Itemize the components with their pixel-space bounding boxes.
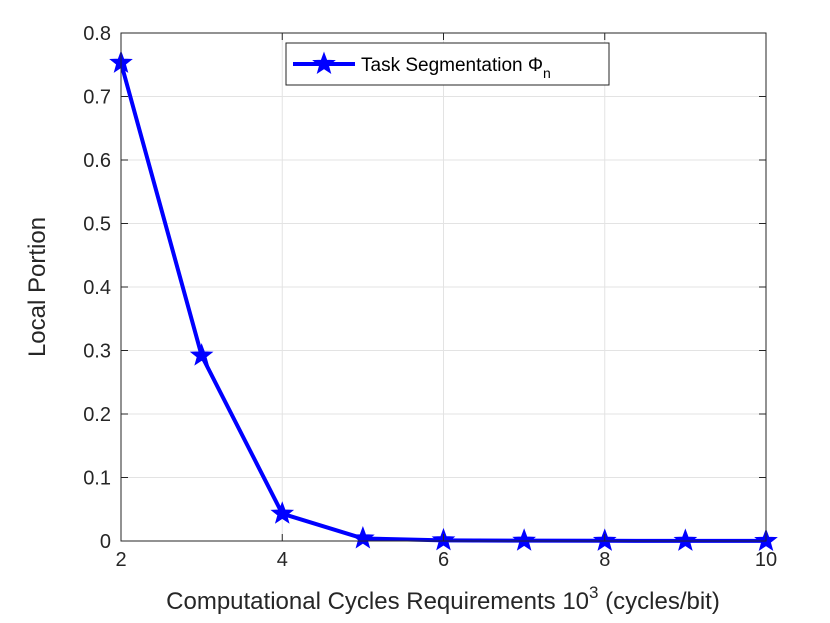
y-tick-label: 0.5	[83, 214, 111, 236]
y-tick-label: 0.7	[83, 87, 111, 109]
x-tick-label: 10	[755, 549, 777, 571]
data-point-star	[270, 501, 295, 524]
y-tick-label: 0.8	[83, 23, 111, 45]
x-axis-label-exponent: 3	[589, 583, 598, 602]
y-tick-label: 0	[100, 531, 111, 553]
x-axis-label-units: (cycles/bit)	[598, 588, 719, 615]
data-point-star	[189, 343, 214, 366]
x-tick-label: 6	[438, 549, 449, 571]
x-tick-label: 4	[277, 549, 288, 571]
data-point-star	[351, 526, 375, 549]
y-tick-label: 0.4	[83, 277, 111, 299]
legend-entry-label: Task Segmentation Φ	[361, 55, 543, 76]
y-tick-label: 0.6	[83, 150, 111, 172]
axis-ticks: 2 4 6 8 10 0 0.1 0.2 0.3 0.4 0.5 0.6 0.7 0.8	[83, 23, 777, 571]
x-tick-label: 2	[115, 549, 126, 571]
legend: Task Segmentation Φn	[285, 42, 610, 86]
legend-entry-text: Task Segmentation Φn	[361, 55, 551, 81]
y-tick-label: 0.1	[83, 468, 111, 490]
data-point-star	[512, 528, 536, 551]
x-axis-label-main: Computational Cycles Requirements 10	[166, 588, 589, 615]
x-axis-label: Computational Cycles Requirements 103 (c…	[166, 583, 720, 615]
y-axis-label: Local Portion	[24, 217, 51, 357]
x-tick-label: 8	[599, 549, 610, 571]
y-tick-label: 0.2	[83, 404, 111, 426]
legend-entry-subscript: n	[543, 65, 551, 81]
y-tick-label: 0.3	[83, 341, 111, 363]
data-point-star	[673, 528, 698, 551]
legend-star-marker	[312, 51, 336, 75]
